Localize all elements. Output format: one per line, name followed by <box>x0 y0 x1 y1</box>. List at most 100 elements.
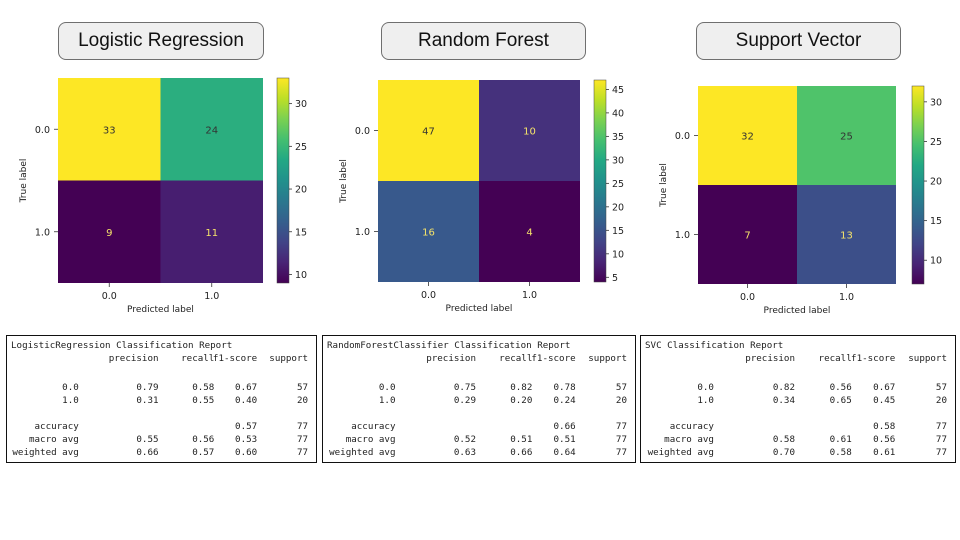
x-axis-label: Predicted label <box>764 306 831 316</box>
matrix-cell <box>797 86 896 185</box>
report-value: 0.40 <box>235 395 258 406</box>
report-value: 77 <box>615 421 627 432</box>
report-value: 0.55 <box>192 395 215 406</box>
report-value: 77 <box>296 434 309 445</box>
report-value: 20 <box>615 395 627 406</box>
colorbar-tick-label: 5 <box>612 273 618 284</box>
report-value: 0.57 <box>192 447 215 458</box>
report-row-label: weighted avg <box>329 447 396 458</box>
report-row-label: macro avg <box>345 434 396 445</box>
y-tick-label: 1.0 <box>675 230 690 241</box>
report-value: 0.79 <box>136 382 159 393</box>
cell-value: 10 <box>523 127 536 138</box>
x-tick-label: 1.0 <box>839 292 854 303</box>
panel-title-support-vector: Support Vector <box>696 22 901 60</box>
report-value: 77 <box>296 421 309 432</box>
cell-value: 33 <box>103 125 116 136</box>
report-value: 20 <box>296 395 309 406</box>
confusion-matrix-svg: 33 24 9 11 0.0 1.0 0.0 1.0 Predicted label True l… <box>19 77 307 315</box>
report-header: f1-score <box>851 353 896 364</box>
report-value: 0.65 <box>829 395 852 406</box>
colorbar-tick-label: 35 <box>612 132 624 143</box>
cell-value: 7 <box>744 231 750 242</box>
colorbar-tick-label: 30 <box>930 97 942 108</box>
confusion-matrix-logistic-regression: 33 24 9 11 0.0 1.0 0.0 1.0 Predicted label True l… <box>0 70 320 322</box>
matrix-cell <box>797 185 896 284</box>
cell-value: 32 <box>741 132 754 143</box>
report-header: support <box>269 353 309 364</box>
colorbar-tick-label: 45 <box>612 85 624 96</box>
report-value: 0.51 <box>510 434 533 445</box>
cell-value: 11 <box>205 228 218 239</box>
report-row-label: accuracy <box>669 421 714 432</box>
report-row-label: 1.0 <box>378 395 396 406</box>
report-title: LogisticRegression Classification Report <box>11 340 233 351</box>
report-value: 0.56 <box>873 434 896 445</box>
report-row-label: 0.0 <box>378 382 396 393</box>
matrix-cell <box>58 180 161 283</box>
colorbar-tick-label: 15 <box>612 226 624 237</box>
colorbar-tick-label: 30 <box>295 99 307 110</box>
report-value: 77 <box>935 434 947 445</box>
report-value: 0.24 <box>553 395 576 406</box>
report-value: 0.58 <box>829 447 852 458</box>
report-row-label: weighted avg <box>647 447 714 458</box>
report-value: 0.67 <box>873 382 896 393</box>
report-header: precision <box>108 353 159 364</box>
confusion-matrix-svg: 32 25 7 13 0.0 1.0 0.0 1.0 Predicted label True l… <box>659 85 942 316</box>
confusion-matrix-random-forest: 47 10 16 4 0.0 1.0 0.0 1.0 Predicted label True l… <box>320 70 640 322</box>
cell-value: 47 <box>422 127 435 138</box>
classification-report-random-forest: RandomForestClassifier Classification Re… <box>322 335 636 463</box>
y-tick-label: 0.0 <box>35 125 50 136</box>
colorbar-tick-label: 20 <box>612 202 624 213</box>
report-row-label: weighted avg <box>12 447 79 458</box>
report-value: 0.51 <box>553 434 576 445</box>
report-value: 0.29 <box>453 395 476 406</box>
report-value: 0.52 <box>453 434 476 445</box>
matrix-cell <box>698 86 797 185</box>
matrix-cell <box>378 181 479 282</box>
matrix-cell <box>160 78 263 181</box>
report-value: 20 <box>935 395 947 406</box>
report-value: 0.34 <box>772 395 795 406</box>
report-value: 0.61 <box>873 447 896 458</box>
colorbar-tick-label: 25 <box>612 179 624 190</box>
report-value: 0.20 <box>510 395 533 406</box>
matrix-cell <box>378 80 479 181</box>
report-value: 0.61 <box>829 434 852 445</box>
y-axis-label: True label <box>19 159 29 204</box>
x-axis-label: Predicted label <box>127 305 194 315</box>
classification-report-svc: SVC Classification Report precision recall… <box>640 335 956 463</box>
report-value: 57 <box>615 382 627 393</box>
report-value: 0.66 <box>136 447 159 458</box>
report-value: 0.60 <box>235 447 258 458</box>
colorbar-tick-label: 30 <box>612 155 624 166</box>
x-tick-label: 0.0 <box>421 290 436 301</box>
y-tick-label: 1.0 <box>355 227 370 238</box>
report-value: 77 <box>935 421 947 432</box>
report-row-label: accuracy <box>34 421 79 432</box>
cell-value: 16 <box>422 228 435 239</box>
report-row-label: 0.0 <box>697 382 714 393</box>
report-title: SVC Classification Report <box>645 340 784 351</box>
report-value: 77 <box>615 447 627 458</box>
report-header: f1-score <box>531 353 576 364</box>
report-value: 0.58 <box>192 382 215 393</box>
report-header: precision <box>426 353 476 364</box>
colorbar <box>593 79 607 283</box>
report-value: 77 <box>615 434 627 445</box>
report-value: 0.53 <box>235 434 258 445</box>
report-value: 0.56 <box>829 382 852 393</box>
x-tick-label: 1.0 <box>204 291 219 302</box>
colorbar-tick-label: 10 <box>295 270 307 281</box>
y-axis-label: True label <box>339 159 349 204</box>
colorbar-tick-label: 15 <box>930 216 942 227</box>
colorbar <box>276 77 290 284</box>
report-value: 57 <box>935 382 947 393</box>
report-header: f1-score <box>212 353 258 364</box>
report-header: recall <box>181 353 215 364</box>
report-value: 0.82 <box>772 382 795 393</box>
matrix-cell <box>479 80 580 181</box>
x-tick-label: 0.0 <box>102 291 117 302</box>
panel-title-logistic-regression: Logistic Regression <box>58 22 264 60</box>
